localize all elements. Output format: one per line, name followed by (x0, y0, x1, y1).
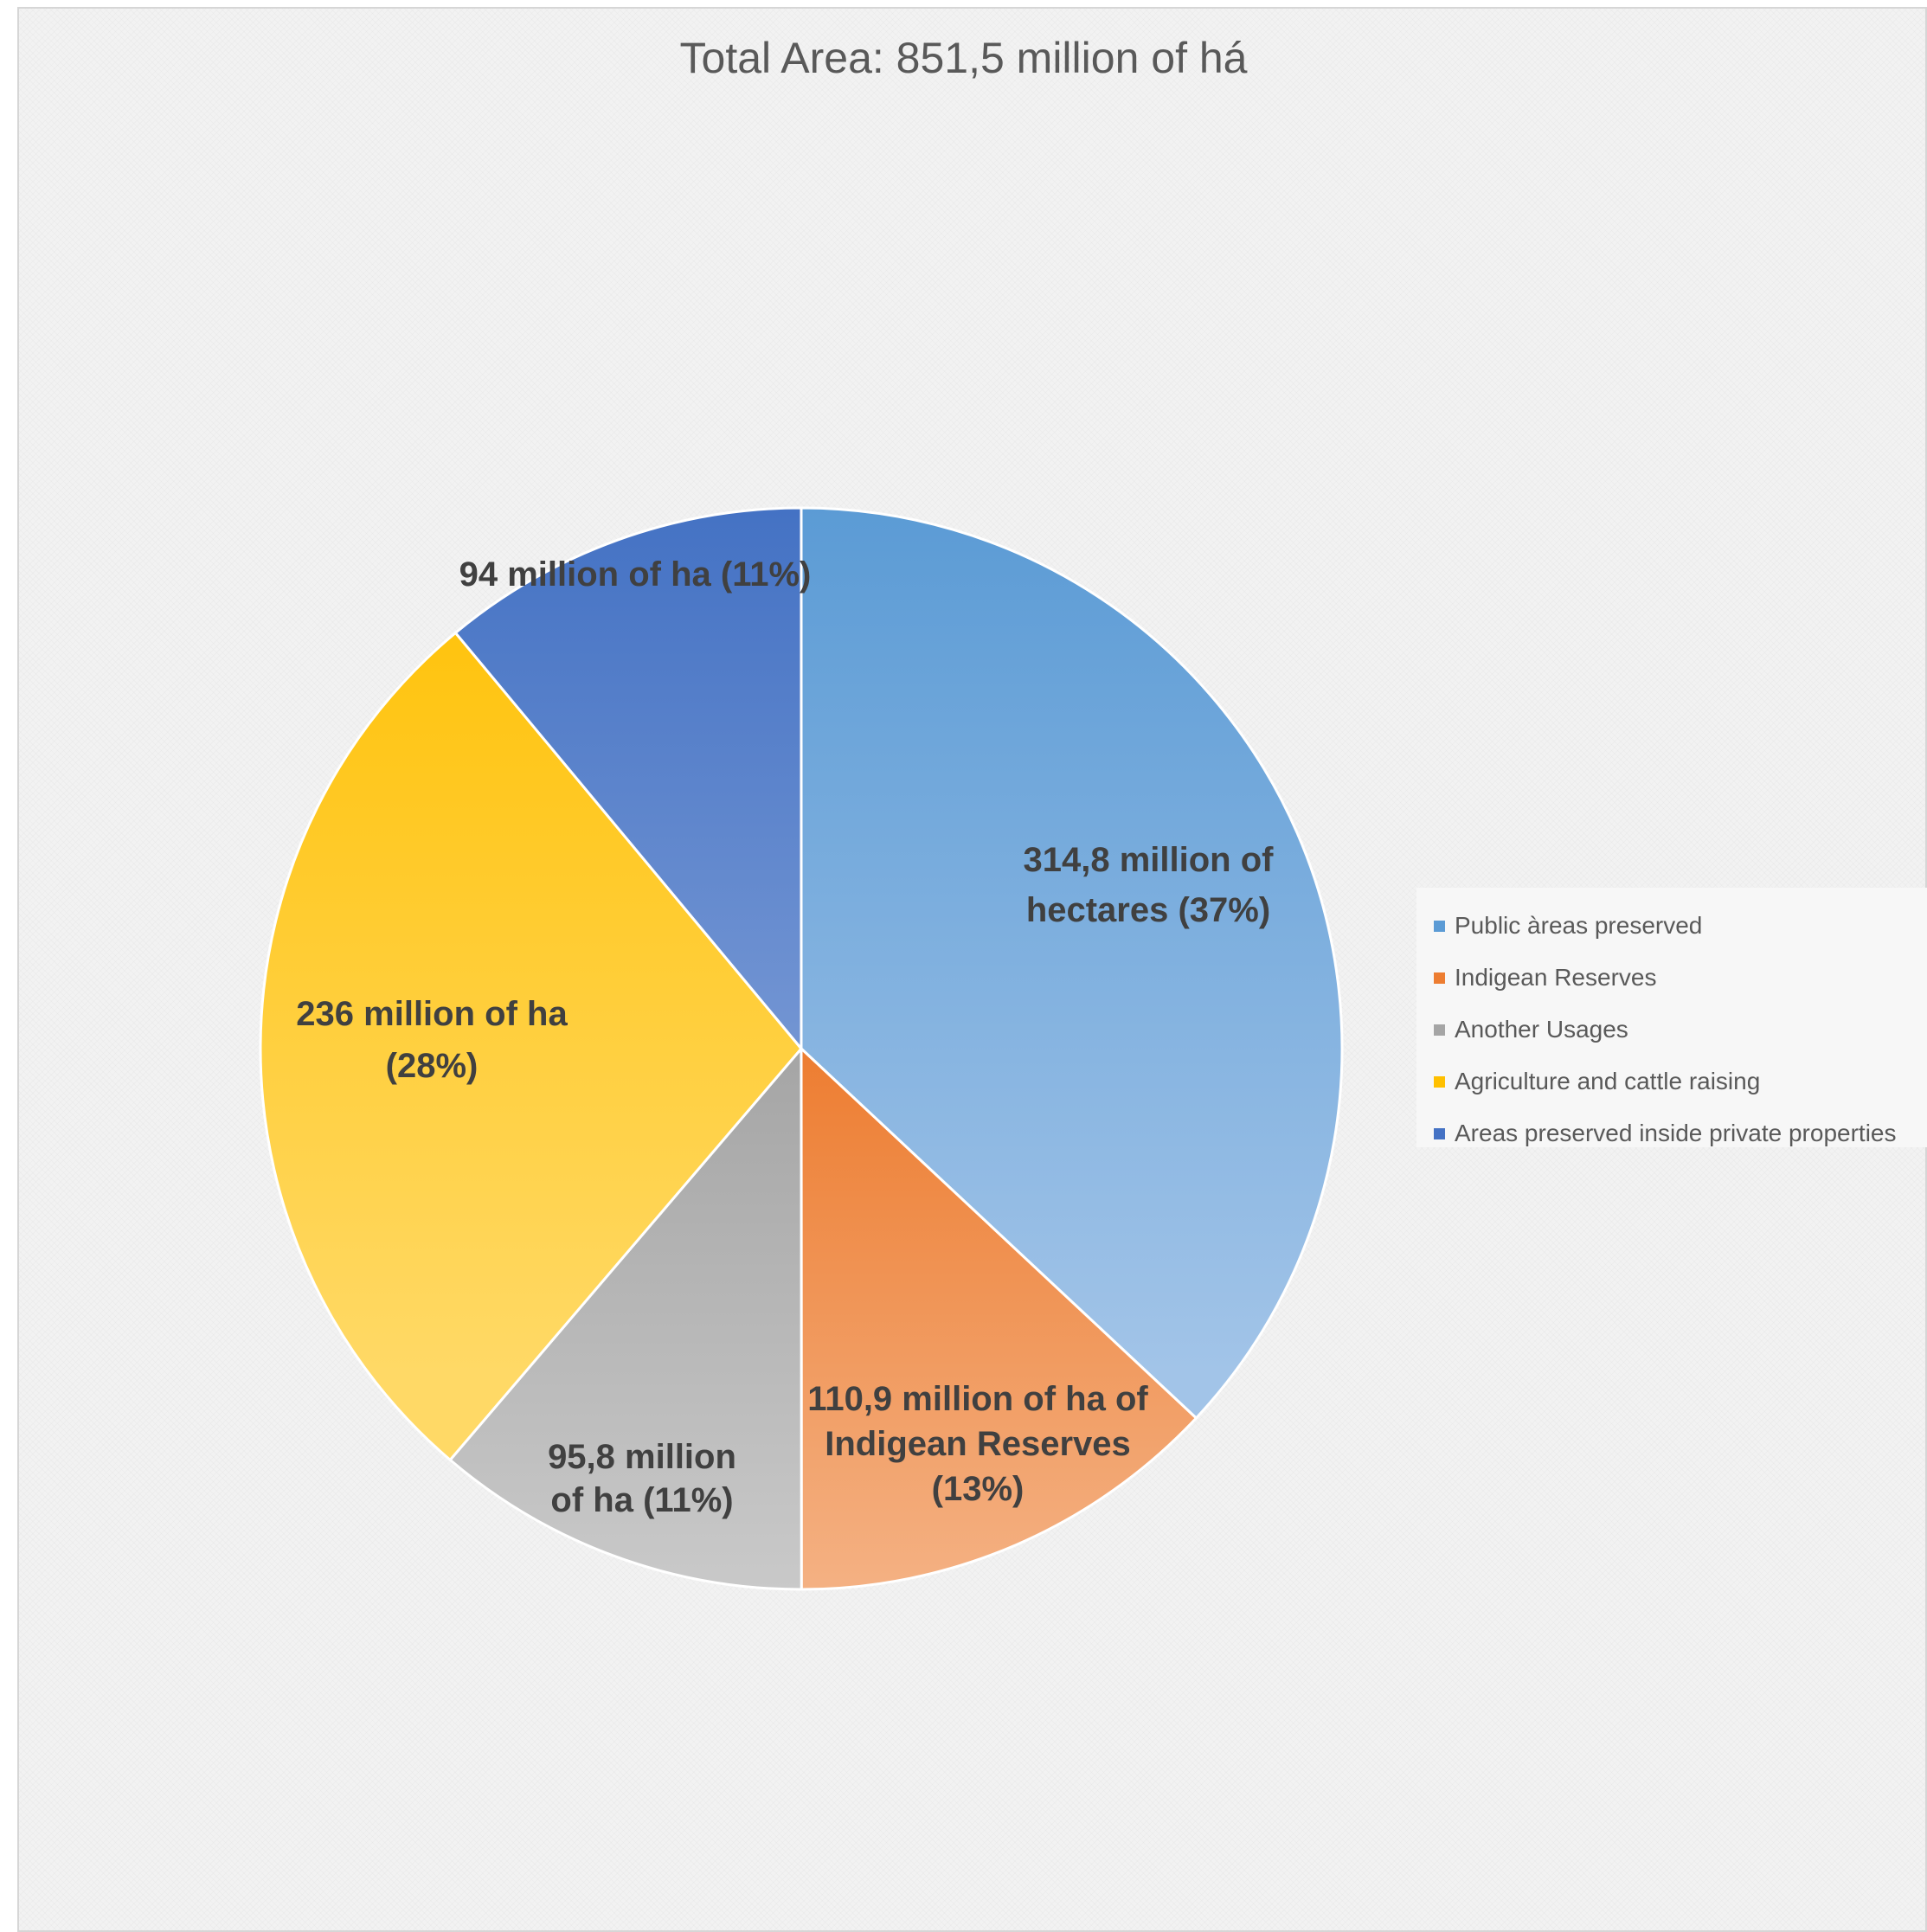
pie-slice-indigean-reserves[interactable] (800, 1045, 1198, 1591)
legend-label: Areas preserved inside private propertie… (1455, 1120, 1897, 1146)
legend-item-agriculture-and-cattle-raising[interactable]: Agriculture and cattle raising (1416, 1056, 1927, 1107)
legend-label: Public àreas preserved (1455, 912, 1703, 939)
legend-item-areas-preserved-inside-private-properties[interactable]: Areas preserved inside private propertie… (1416, 1107, 1927, 1159)
pie-slice-public-areas-preserved[interactable] (800, 506, 1344, 1421)
legend-item-public-areas-preserved[interactable]: Public àreas preserved (1416, 900, 1927, 952)
data-label-areas-preserved-inside-private-properties: 94 million of ha (11%) (459, 555, 812, 594)
legend-item-indigean-reserves[interactable]: Indigean Reserves (1416, 952, 1927, 1004)
legend-swatch (1434, 921, 1445, 932)
data-label-line: 94 million of ha (11%) (459, 555, 812, 594)
legend-label: Agriculture and cattle raising (1455, 1068, 1761, 1094)
data-label-indigean-reserves: 110,9 million of ha of Indigean Reserves (… (807, 1380, 1148, 1508)
data-label-line: (13%) (932, 1470, 1025, 1508)
data-label-line: (28%) (386, 1047, 479, 1085)
legend-label: Indigean Reserves (1455, 964, 1657, 991)
legend-swatch (1434, 1024, 1445, 1036)
data-label-another-usages: 95,8 million of ha (11%) (548, 1438, 736, 1519)
legend-item-another-usages[interactable]: Another Usages (1416, 1004, 1927, 1056)
pie-slice-areas-preserved-inside-private-properties[interactable] (453, 506, 803, 1053)
chart-title: Total Area: 851,5 million of há (679, 34, 1248, 82)
pie-data-labels: 314,8 million of hectares (37%) 110,9 mill… (296, 555, 1274, 1519)
data-label-line: of ha (11%) (550, 1481, 733, 1519)
data-label-public-areas-preserved: 314,8 million of hectares (37%) (1024, 841, 1275, 929)
pie-slice-another-usages[interactable] (448, 1044, 803, 1591)
data-label-line: 314,8 million of (1024, 841, 1275, 879)
data-label-line: 236 million of ha (296, 995, 568, 1033)
legend-label: Another Usages (1455, 1016, 1628, 1043)
legend-swatch (1434, 972, 1445, 984)
data-label-line: Indigean Reserves (825, 1425, 1131, 1463)
pie-slices (259, 506, 1344, 1591)
data-label-agriculture-and-cattle-raising: 236 million of ha (28%) (296, 995, 568, 1085)
legend-swatch (1434, 1128, 1445, 1139)
data-label-line: 110,9 million of ha of (807, 1380, 1148, 1418)
pie-slice-agriculture-and-cattle-raising[interactable] (259, 631, 803, 1462)
data-label-line: 95,8 million (548, 1438, 736, 1476)
legend: Public àreas preserved Indigean Reserves… (1416, 888, 1927, 1147)
legend-swatch (1434, 1076, 1445, 1088)
data-label-line: hectares (37%) (1026, 891, 1270, 929)
